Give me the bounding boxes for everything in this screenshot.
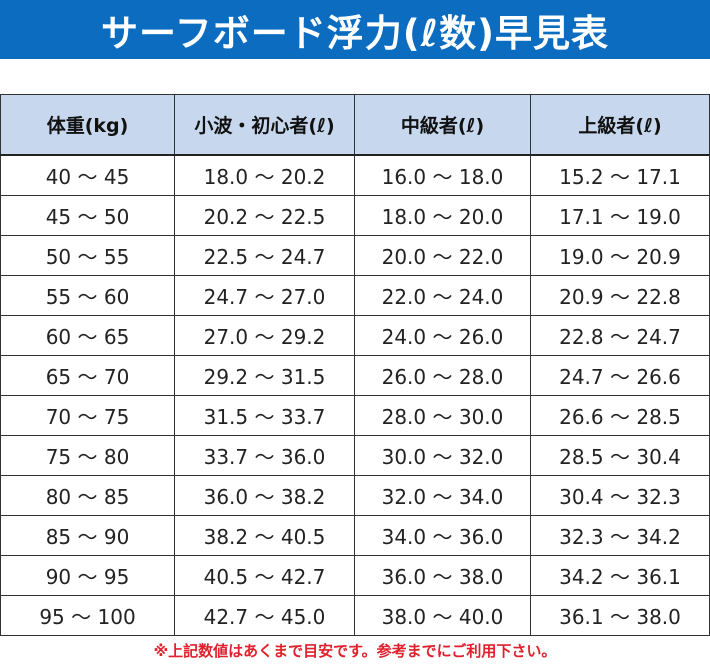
table-row: 85 ～ 90 38.2 ～ 40.5 34.0 ～ 36.0 32.3 ～ 34.2 bbox=[0, 515, 710, 556]
cell-intermediate: 34.0 ～ 36.0 bbox=[354, 515, 531, 556]
cell-beginner: 38.2 ～ 40.5 bbox=[174, 515, 355, 556]
cell-weight: 95 ～ 100 bbox=[0, 595, 175, 636]
cell-weight: 55 ～ 60 bbox=[0, 275, 175, 316]
cell-advanced: 20.9 ～ 22.8 bbox=[530, 275, 710, 316]
page-title: サーフボード浮力(ℓ数)早見表 bbox=[100, 11, 610, 55]
cell-intermediate: 20.0 ～ 22.0 bbox=[354, 235, 531, 276]
table-row: 50 ～ 55 22.5 ～ 24.7 20.0 ～ 22.0 19.0 ～ 20.9 bbox=[0, 235, 710, 276]
cell-advanced: 26.6 ～ 28.5 bbox=[530, 395, 710, 436]
cell-intermediate: 36.0 ～ 38.0 bbox=[354, 555, 531, 596]
header-intermediate: 中級者(ℓ) bbox=[354, 94, 531, 156]
cell-weight: 70 ～ 75 bbox=[0, 395, 175, 436]
cell-beginner: 31.5 ～ 33.7 bbox=[174, 395, 355, 436]
cell-intermediate: 38.0 ～ 40.0 bbox=[354, 595, 531, 636]
cell-intermediate: 24.0 ～ 26.0 bbox=[354, 315, 531, 356]
table-header-row: 体重(kg) 小波・初心者(ℓ) 中級者(ℓ) 上級者(ℓ) bbox=[0, 94, 710, 156]
cell-intermediate: 16.0 ～ 18.0 bbox=[354, 154, 531, 196]
cell-advanced: 24.7 ～ 26.6 bbox=[530, 355, 710, 396]
header-beginner: 小波・初心者(ℓ) bbox=[174, 94, 355, 156]
cell-weight: 60 ～ 65 bbox=[0, 315, 175, 356]
cell-beginner: 33.7 ～ 36.0 bbox=[174, 435, 355, 476]
table-row: 55 ～ 60 24.7 ～ 27.0 22.0 ～ 24.0 20.9 ～ 22.8 bbox=[0, 275, 710, 316]
cell-beginner: 22.5 ～ 24.7 bbox=[174, 235, 355, 276]
table-row: 75 ～ 80 33.7 ～ 36.0 30.0 ～ 32.0 28.5 ～ 30.4 bbox=[0, 435, 710, 476]
cell-intermediate: 32.0 ～ 34.0 bbox=[354, 475, 531, 516]
cell-weight: 90 ～ 95 bbox=[0, 555, 175, 596]
table-row: 65 ～ 70 29.2 ～ 31.5 26.0 ～ 28.0 24.7 ～ 26.6 bbox=[0, 355, 710, 396]
cell-weight: 50 ～ 55 bbox=[0, 235, 175, 276]
cell-advanced: 22.8 ～ 24.7 bbox=[530, 315, 710, 356]
volume-table-container: 体重(kg) 小波・初心者(ℓ) 中級者(ℓ) 上級者(ℓ) 40 ～ 45 18… bbox=[0, 94, 710, 636]
table-row: 40 ～ 45 18.0 ～ 20.2 16.0 ～ 18.0 15.2 ～ 17.1 bbox=[0, 154, 710, 196]
cell-advanced: 19.0 ～ 20.9 bbox=[530, 235, 710, 276]
cell-intermediate: 30.0 ～ 32.0 bbox=[354, 435, 531, 476]
cell-beginner: 18.0 ～ 20.2 bbox=[174, 154, 355, 196]
cell-advanced: 28.5 ～ 30.4 bbox=[530, 435, 710, 476]
cell-beginner: 27.0 ～ 29.2 bbox=[174, 315, 355, 356]
cell-weight: 45 ～ 50 bbox=[0, 195, 175, 236]
cell-weight: 75 ～ 80 bbox=[0, 435, 175, 476]
cell-beginner: 29.2 ～ 31.5 bbox=[174, 355, 355, 396]
table-body: 40 ～ 45 18.0 ～ 20.2 16.0 ～ 18.0 15.2 ～ 17.1… bbox=[0, 154, 710, 636]
cell-beginner: 42.7 ～ 45.0 bbox=[174, 595, 355, 636]
cell-intermediate: 18.0 ～ 20.0 bbox=[354, 195, 531, 236]
title-bar: サーフボード浮力(ℓ数)早見表 bbox=[0, 0, 710, 59]
table-row: 80 ～ 85 36.0 ～ 38.2 32.0 ～ 34.0 30.4 ～ 32.3 bbox=[0, 475, 710, 516]
cell-weight: 65 ～ 70 bbox=[0, 355, 175, 396]
cell-weight: 85 ～ 90 bbox=[0, 515, 175, 556]
table-row: 60 ～ 65 27.0 ～ 29.2 24.0 ～ 26.0 22.8 ～ 24.7 bbox=[0, 315, 710, 356]
cell-beginner: 40.5 ～ 42.7 bbox=[174, 555, 355, 596]
volume-table: 体重(kg) 小波・初心者(ℓ) 中級者(ℓ) 上級者(ℓ) 40 ～ 45 18… bbox=[0, 94, 710, 636]
cell-intermediate: 22.0 ～ 24.0 bbox=[354, 275, 531, 316]
table-row: 45 ～ 50 20.2 ～ 22.5 18.0 ～ 20.0 17.1 ～ 19.0 bbox=[0, 195, 710, 236]
cell-advanced: 34.2 ～ 36.1 bbox=[530, 555, 710, 596]
cell-advanced: 30.4 ～ 32.3 bbox=[530, 475, 710, 516]
cell-intermediate: 28.0 ～ 30.0 bbox=[354, 395, 531, 436]
table-row: 90 ～ 95 40.5 ～ 42.7 36.0 ～ 38.0 34.2 ～ 36.1 bbox=[0, 555, 710, 596]
cell-beginner: 20.2 ～ 22.5 bbox=[174, 195, 355, 236]
cell-weight: 80 ～ 85 bbox=[0, 475, 175, 516]
header-advanced: 上級者(ℓ) bbox=[530, 94, 710, 156]
table-row: 95 ～ 100 42.7 ～ 45.0 38.0 ～ 40.0 36.1 ～ 38.… bbox=[0, 595, 710, 636]
cell-weight: 40 ～ 45 bbox=[0, 154, 175, 196]
table-row: 70 ～ 75 31.5 ～ 33.7 28.0 ～ 30.0 26.6 ～ 28.5 bbox=[0, 395, 710, 436]
cell-advanced: 32.3 ～ 34.2 bbox=[530, 515, 710, 556]
cell-intermediate: 26.0 ～ 28.0 bbox=[354, 355, 531, 396]
cell-advanced: 36.1 ～ 38.0 bbox=[530, 595, 710, 636]
cell-beginner: 24.7 ～ 27.0 bbox=[174, 275, 355, 316]
footnote: ※上記数値はあくまで目安です。参考までにご利用下さい。 bbox=[153, 642, 557, 660]
header-weight: 体重(kg) bbox=[0, 94, 175, 156]
cell-beginner: 36.0 ～ 38.2 bbox=[174, 475, 355, 516]
cell-advanced: 15.2 ～ 17.1 bbox=[530, 154, 710, 196]
cell-advanced: 17.1 ～ 19.0 bbox=[530, 195, 710, 236]
